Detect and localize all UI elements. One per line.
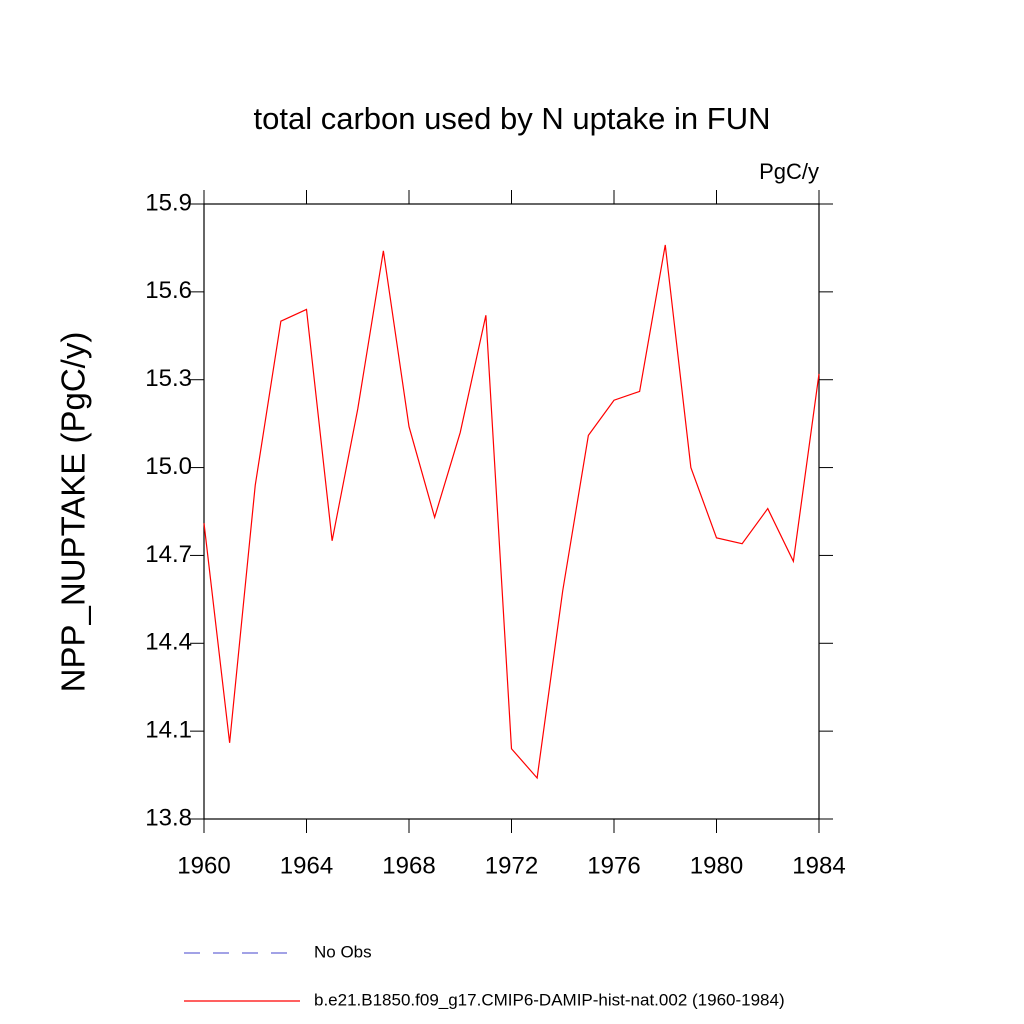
plot-frame: [203, 203, 820, 820]
x-tick-label: 1976: [587, 852, 640, 879]
units-label: PgC/y: [759, 159, 819, 184]
y-tick-label: 15.0: [145, 453, 192, 480]
x-tick-label: 1984: [792, 852, 845, 879]
y-tick-label: 15.3: [145, 365, 192, 392]
chart-title: total carbon used by N uptake in FUN: [254, 101, 771, 136]
y-tick-label: 13.8: [145, 804, 192, 831]
y-tick-label: 14.4: [145, 629, 192, 656]
data-line: [203, 244, 820, 780]
x-tick-label: 1960: [177, 852, 230, 879]
y-tick-label: 14.7: [145, 541, 192, 568]
x-tick-label: 1968: [382, 852, 435, 879]
x-tick-label: 1980: [690, 852, 743, 879]
legend-label: b.e21.B1850.f09_g17.CMIP6-DAMIP-hist-nat…: [314, 990, 785, 1009]
y-tick-label: 15.9: [145, 189, 192, 216]
y-tick-label: 14.1: [145, 716, 192, 743]
y-axis-label: NPP_NUPTAKE (PgC/y): [55, 332, 92, 693]
x-tick-label: 1964: [280, 852, 333, 879]
y-tick-label: 15.6: [145, 277, 192, 304]
x-tick-label: 1972: [485, 852, 538, 879]
legend-label: No Obs: [314, 942, 372, 961]
